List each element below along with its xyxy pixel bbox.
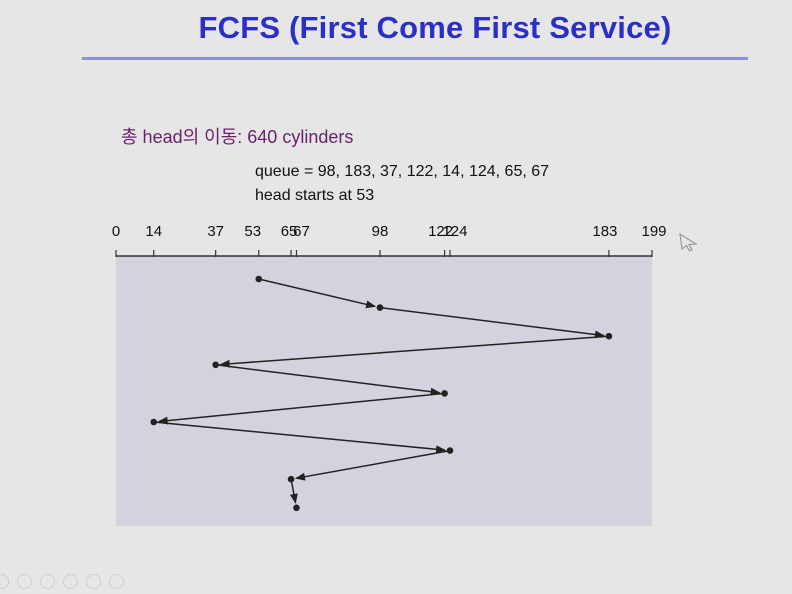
axis-tick-label: 65 (281, 223, 298, 240)
total-head-movement: 총 head의 이동: 640 cylinders (121, 127, 354, 147)
axis-tick-label: 0 (112, 223, 120, 240)
head-position-point (255, 275, 263, 283)
head-path (153, 278, 609, 504)
slide-title: FCFS (First Come First Service) (198, 10, 672, 45)
axis-tick-label: 67 (293, 223, 310, 240)
previous-icon[interactable] (0, 574, 9, 589)
head-move-segment (215, 364, 441, 396)
axis-tick-label: 199 (641, 223, 666, 240)
head-position-point (150, 418, 158, 426)
next-icon[interactable] (17, 574, 32, 589)
head-move-segment (153, 421, 447, 454)
zoom-icon[interactable] (86, 574, 101, 589)
head-move-segment (157, 392, 445, 425)
head-position-point (376, 304, 384, 311)
presentation-toolbar (0, 574, 124, 594)
head-position-point (293, 504, 300, 512)
head-move-segment (289, 479, 298, 504)
head-position-point (287, 475, 295, 483)
head-position-point (441, 390, 448, 397)
axis-tick-label: 98 (372, 223, 389, 240)
head-position-point (605, 332, 613, 340)
title-underline (82, 57, 748, 60)
head-move-segment (295, 449, 451, 481)
axis-tick-label: 14 (145, 223, 162, 240)
queue-text: queue = 98, 183, 37, 122, 14, 124, 65, 6… (255, 163, 550, 180)
head-move-segment (219, 335, 609, 368)
grid-icon[interactable] (63, 574, 78, 589)
axis-tick-label: 124 (442, 223, 467, 240)
head-position-point (446, 447, 454, 454)
head-position-point (212, 361, 219, 369)
plot-background (116, 256, 652, 526)
more-icon[interactable] (109, 574, 124, 589)
axis-tick-label: 183 (592, 223, 617, 240)
head-positions (150, 275, 613, 512)
mouse-pointer-icon (679, 232, 698, 252)
axis-tick-label: 53 (244, 223, 261, 240)
head-move-segment (258, 278, 377, 309)
axis-tick-label: 122 (428, 223, 453, 240)
pen-icon[interactable] (40, 574, 55, 589)
head-start-text: head starts at 53 (255, 187, 375, 204)
axis-tick-label: 37 (207, 223, 224, 240)
head-move-segment (379, 306, 605, 339)
